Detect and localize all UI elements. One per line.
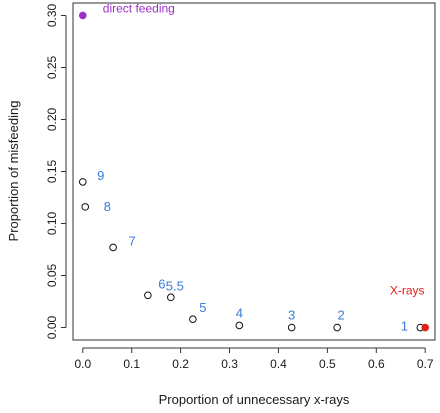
annotations: direct feeding X-rays bbox=[78, 1, 430, 332]
x-tick-label: 0.0 bbox=[74, 357, 91, 371]
point-label: 3 bbox=[288, 308, 295, 323]
y-axis: 0.00 0.05 0.10 0.15 0.20 0.25 0.30 bbox=[45, 3, 67, 340]
x-axis-title: Proportion of unnecessary x-rays bbox=[159, 392, 350, 407]
point-label: 7 bbox=[128, 233, 135, 248]
point-label: 6 bbox=[158, 276, 165, 291]
data-point bbox=[189, 315, 197, 323]
data-point bbox=[144, 291, 152, 300]
data-point bbox=[235, 321, 244, 330]
x-tick-label: 0.2 bbox=[172, 357, 189, 371]
annotation-label: direct feeding bbox=[103, 1, 175, 15]
point-label: 5 bbox=[199, 300, 206, 315]
x-tick-label: 0.5 bbox=[319, 357, 336, 371]
y-tick-label: 0.30 bbox=[45, 3, 59, 27]
y-tick-label: 0.10 bbox=[45, 212, 59, 236]
x-tick-label: 0.6 bbox=[368, 357, 385, 371]
y-tick-label: 0.20 bbox=[45, 107, 59, 131]
y-tick-label: 0.15 bbox=[45, 159, 59, 183]
plot-frame bbox=[72, 2, 436, 341]
y-tick-label: 0.25 bbox=[45, 55, 59, 79]
x-axis: 0.0 0.1 0.2 0.3 0.4 0.5 0.6 0.7 bbox=[74, 347, 434, 371]
point-label: 2 bbox=[338, 308, 345, 323]
y-tick-label: 0.05 bbox=[45, 264, 59, 288]
data-point bbox=[333, 323, 341, 332]
annotation-label: X-rays bbox=[390, 284, 425, 298]
point-label: 1 bbox=[401, 319, 408, 334]
y-tick-label: 0.00 bbox=[45, 316, 59, 340]
data-point bbox=[81, 203, 90, 211]
data-points: 9 8 7 6 5.5 5 4 3 2 1 bbox=[78, 168, 425, 334]
point-label: 5.5 bbox=[166, 278, 184, 293]
data-point bbox=[287, 323, 296, 332]
x-tick-label: 0.7 bbox=[417, 357, 434, 371]
point-label: 4 bbox=[236, 305, 243, 320]
x-tick-label: 0.3 bbox=[221, 357, 238, 371]
annotation-point bbox=[78, 11, 87, 20]
annotation-point bbox=[421, 323, 430, 332]
data-point bbox=[109, 243, 117, 252]
x-tick-label: 0.1 bbox=[123, 357, 140, 371]
point-label: 8 bbox=[104, 199, 111, 214]
y-axis-title: Proportion of misfeeding bbox=[6, 101, 21, 242]
data-point bbox=[78, 178, 87, 186]
x-tick-label: 0.4 bbox=[270, 357, 287, 371]
point-label: 9 bbox=[97, 168, 104, 183]
data-point bbox=[167, 293, 175, 302]
